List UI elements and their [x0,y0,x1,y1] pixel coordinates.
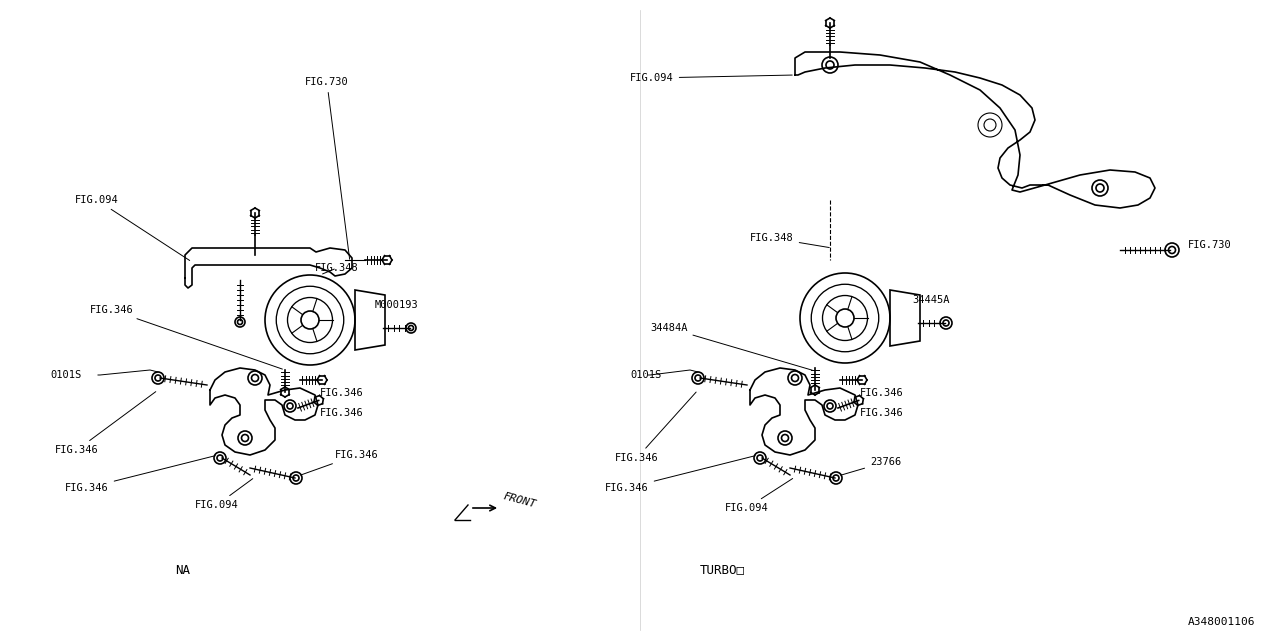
Text: FIG.346: FIG.346 [860,408,904,418]
Text: FIG.730: FIG.730 [1188,240,1231,250]
Text: FIG.730: FIG.730 [305,77,349,259]
Text: FIG.348: FIG.348 [750,233,829,248]
Text: 23766: 23766 [841,457,901,476]
Text: FIG.346: FIG.346 [320,408,364,418]
Text: FIG.346: FIG.346 [605,456,755,493]
Text: FIG.094: FIG.094 [630,73,792,83]
Text: FIG.346: FIG.346 [301,450,379,475]
Text: FIG.348: FIG.348 [315,263,358,274]
Text: NA: NA [175,563,189,577]
Text: FIG.094: FIG.094 [195,479,252,510]
Text: 0101S: 0101S [50,370,81,380]
Text: TURBO□: TURBO□ [700,563,745,577]
Text: FIG.094: FIG.094 [724,479,792,513]
Text: 0101S: 0101S [630,370,662,380]
Text: FIG.346: FIG.346 [320,388,364,398]
Text: FIG.094: FIG.094 [76,195,189,260]
Text: 34445A: 34445A [913,295,950,305]
Text: FIG.346: FIG.346 [65,456,215,493]
Text: 34484A: 34484A [650,323,813,370]
Text: M000193: M000193 [375,300,419,310]
Text: A348001106: A348001106 [1188,617,1254,627]
Text: FRONT: FRONT [502,491,538,509]
Text: FIG.346: FIG.346 [614,392,696,463]
Text: FIG.346: FIG.346 [55,392,156,455]
Text: FIG.346: FIG.346 [90,305,283,369]
Text: FIG.346: FIG.346 [860,388,904,398]
